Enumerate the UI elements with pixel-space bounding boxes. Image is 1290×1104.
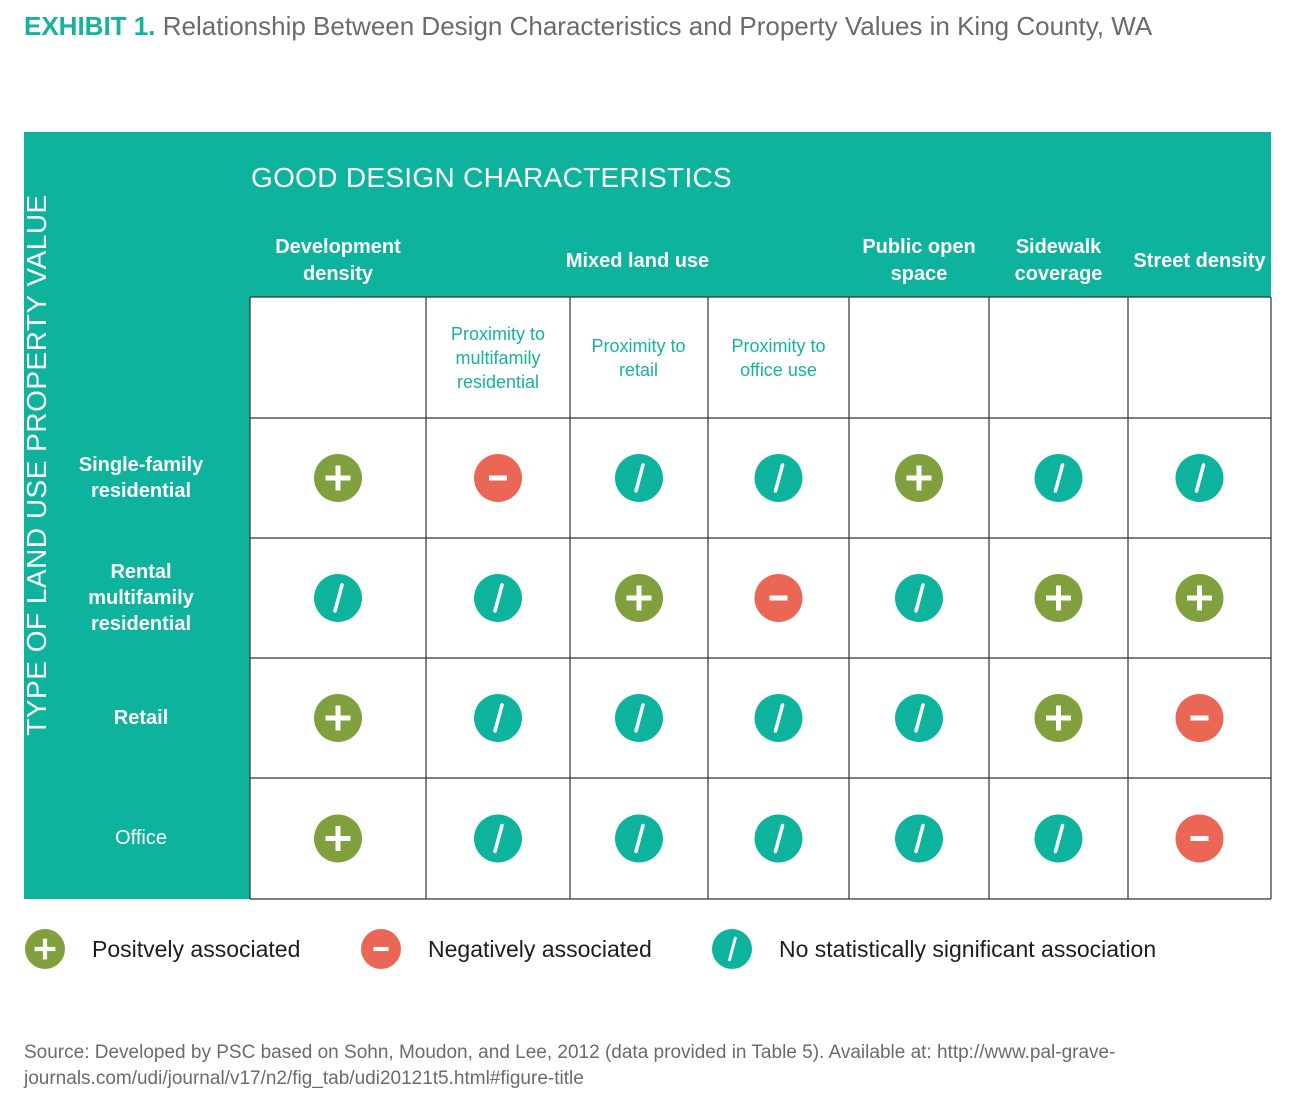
cell-slash-circle-icon [895, 694, 943, 742]
column-header-mixed-land-use: Mixed land use [565, 249, 710, 272]
column-header-development-density: Development density [275, 236, 401, 285]
cell-slash-circle-icon [895, 574, 943, 622]
section-title: GOOD DESIGN CHARACTERISTICS [251, 162, 733, 193]
column-header-sidewalk-coverage: Sidewalk coverage [1014, 236, 1103, 285]
cell-slash-circle-icon [615, 814, 663, 863]
grid-lines [249, 296, 1272, 900]
cell-slash-circle-icon [474, 694, 522, 742]
legend-label-negative: Negatively associated [428, 935, 652, 962]
plus-circle-icon [25, 929, 65, 969]
cell-slash-circle-icon [314, 574, 362, 622]
subheader-proximity-multifamily: Proximity to multifamily residential [450, 324, 546, 392]
cell-slash-circle-icon [615, 694, 663, 742]
row-label-retail: Retail [113, 707, 169, 729]
cell-plus-circle-icon [1034, 574, 1083, 622]
legend-item-positive: Positvely associated [24, 925, 300, 973]
cell-slash-circle-icon [474, 814, 522, 863]
cell-minus-circle-icon [474, 454, 522, 502]
cell-minus-circle-icon [1175, 814, 1224, 863]
cell-slash-circle-icon [474, 574, 522, 622]
cell-plus-circle-icon [895, 454, 943, 502]
row-label-rental-multifamily: Rental multifamily residential [88, 561, 194, 635]
column-header-street-density: Street density [1133, 249, 1266, 272]
minus-circle-icon [361, 929, 401, 969]
cell-plus-circle-icon [1175, 574, 1224, 622]
exhibit-title: EXHIBIT 1. Relationship Between Design C… [24, 10, 1152, 42]
slash-circle-icon [712, 929, 752, 969]
plus-circle-icon [25, 929, 65, 969]
cell-slash-circle-icon [754, 454, 803, 502]
cell-plus-circle-icon [314, 814, 362, 863]
exhibit-title-text: Relationship Between Design Characterist… [162, 11, 1153, 41]
legend-label-positive: Positvely associated [92, 935, 301, 962]
minus-circle-icon [361, 929, 401, 969]
cell-plus-circle-icon [1034, 694, 1083, 742]
cell-slash-circle-icon [754, 694, 803, 742]
column-header-public-open-space: Public open space [862, 236, 976, 285]
legend-label-neutral: No statistically significant association [779, 935, 1157, 962]
subheader-proximity-retail: Proximity to retail [591, 336, 686, 380]
table-cells [314, 454, 1224, 863]
cell-slash-circle-icon [1034, 814, 1083, 863]
cell-minus-circle-icon [754, 574, 803, 622]
cell-slash-circle-icon [1175, 454, 1224, 502]
cell-slash-circle-icon [1034, 454, 1083, 502]
cell-plus-circle-icon [615, 574, 663, 622]
legend-item-neutral: No statistically significant association [711, 925, 1156, 973]
cell-plus-circle-icon [314, 454, 362, 502]
row-label-single-family: Single-family residential [78, 454, 204, 502]
cell-minus-circle-icon [1175, 694, 1224, 742]
row-label-office: Office [115, 827, 167, 849]
cell-slash-circle-icon [895, 814, 943, 863]
cell-slash-circle-icon [615, 454, 663, 502]
subheader-proximity-office: Proximity to office use [731, 336, 826, 380]
legend-item-negative: Negatively associated [360, 925, 652, 973]
cell-slash-circle-icon [754, 814, 803, 863]
slash-circle-icon [712, 929, 752, 969]
cell-plus-circle-icon [314, 694, 362, 742]
exhibit-title-lead: EXHIBIT 1. [24, 11, 156, 41]
source-note: Source: Developed by PSC based on Sohn, … [24, 1042, 1116, 1089]
